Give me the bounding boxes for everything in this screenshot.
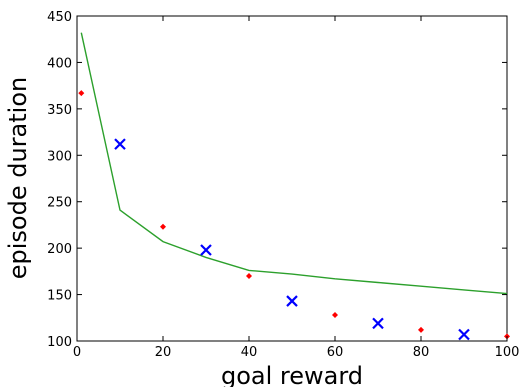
series-line-0 <box>80 32 508 295</box>
blue-x-point <box>458 328 470 341</box>
x-tick-label: 20 <box>155 345 172 360</box>
blue-x-point <box>200 244 212 256</box>
plot-frame <box>76 15 508 342</box>
y-tick-label: 200 <box>47 242 72 257</box>
y-tick-label: 300 <box>47 149 72 164</box>
axis-ticks: 0 20 40 60 80 100 100 150 200 250 300 350 400 450 <box>47 10 519 360</box>
x-tick-label: 0 <box>73 345 81 360</box>
blue-x-point <box>372 317 384 330</box>
blue-x-point <box>114 138 126 150</box>
y-tick-label: 150 <box>47 289 72 304</box>
plot-area <box>76 15 510 342</box>
y-tick-label: 350 <box>47 103 72 118</box>
x-tick-label: 40 <box>241 345 258 360</box>
y-tick-label: 400 <box>47 56 72 71</box>
red-diamond-point <box>332 312 338 318</box>
x-axis-label: goal reward <box>221 362 363 387</box>
x-tick-label: 100 <box>495 345 520 360</box>
x-tick-label: 60 <box>327 345 344 360</box>
red-diamond-point <box>160 223 166 230</box>
x-tick-label: 80 <box>413 345 430 360</box>
y-axis-label: episode duration <box>4 77 32 279</box>
blue-x-point <box>286 295 298 307</box>
red-diamond-point <box>246 273 252 279</box>
y-tick-label: 100 <box>47 335 72 350</box>
red-diamond-point <box>78 90 85 97</box>
y-tick-label: 250 <box>47 196 72 211</box>
y-tick-label: 450 <box>47 10 72 25</box>
red-diamond-point <box>418 326 424 333</box>
